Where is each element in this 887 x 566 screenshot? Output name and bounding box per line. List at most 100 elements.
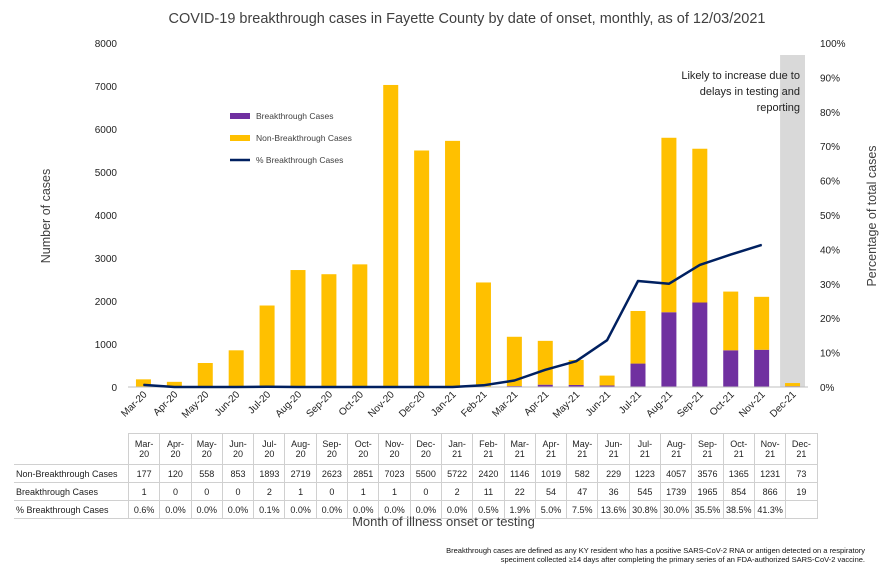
table-cell: 1223 (628, 464, 662, 483)
table-column-header: Sep- 20 (315, 433, 349, 465)
bar-non-breakthrough-Nov-20 (383, 84, 399, 387)
y2-tick-label: 80% (820, 108, 840, 119)
table-header-row: Mar- 20 Apr- 20 May- 20 Jun- 20 Jul- 20 Aug- 20 Sep-… (14, 433, 818, 465)
table-cell: 853 (221, 464, 255, 483)
x-tick-label: Oct-20 (337, 389, 366, 418)
table-row: Non-Breakthrough Cases 177 120 558 853 1893 27… (14, 464, 818, 483)
y-tick-label: 3000 (95, 254, 118, 265)
table-cell: 73 (785, 464, 818, 483)
legend: Breakthrough Cases Non-Breakthrough Case… (230, 111, 352, 165)
bar-non-breakthrough-Oct-21 (723, 291, 739, 351)
table-cell: 1 (347, 482, 380, 501)
table-cell: 0.0% (159, 500, 192, 519)
table-column-header: Jun- 20 (221, 433, 255, 465)
table-column-header: Mar- 21 (503, 433, 536, 465)
bar-breakthrough-Apr-21 (537, 384, 553, 387)
bar-non-breakthrough-Jan-21 (445, 140, 461, 387)
y2-tick-label: 70% (820, 142, 840, 153)
table-column-header: Oct- 20 (347, 433, 380, 465)
x-tick-label: Jan-21 (429, 389, 459, 419)
y2-tick-label: 0% (820, 383, 835, 394)
x-tick-label: Dec-21 (768, 389, 799, 420)
table-cell: 47 (566, 482, 599, 501)
x-tick-label: Sep-20 (304, 389, 335, 420)
percent-point-Aug-20 (297, 386, 299, 388)
y2-tick-label: 20% (820, 314, 840, 325)
y2-tick-label: 10% (820, 349, 840, 360)
y-tick-label: 2000 (95, 297, 118, 308)
table-column-header: Feb- 21 (472, 433, 505, 465)
x-tick-label: Mar-20 (119, 389, 149, 419)
percent-point-Sep-20 (328, 386, 330, 388)
table-column-header: Mar- 20 (127, 433, 161, 465)
percent-point-Jun-20 (235, 386, 237, 388)
bar-non-breakthrough-Sep-20 (321, 274, 337, 387)
table-cell: 0.0% (190, 500, 223, 519)
table-cell: 22 (503, 482, 536, 501)
table-cell: 0.6% (127, 500, 161, 519)
bar-breakthrough-Jul-21 (630, 363, 646, 387)
x-tick-label: Dec-20 (397, 389, 428, 420)
bar-non-breakthrough-May-20 (197, 363, 213, 387)
incomplete-period-shade (780, 55, 805, 387)
table-cell: 0 (190, 482, 223, 501)
x-tick-label: Nov-20 (366, 389, 397, 420)
annotation-line-2: delays in testing and (700, 86, 800, 98)
bar-breakthrough-Sep-21 (692, 302, 708, 387)
percent-point-Sep-21 (699, 264, 701, 266)
x-tick-label: Sep-21 (675, 389, 706, 420)
x-tick-label: Jul-21 (617, 389, 644, 416)
table-cell: 854 (722, 482, 755, 501)
legend-swatch-breakthrough (230, 113, 250, 119)
table-column-header: Dec- 20 (409, 433, 442, 465)
table-cell: 1019 (534, 464, 568, 483)
table-cell: 2420 (472, 464, 505, 483)
percent-point-Oct-20 (359, 386, 361, 388)
bar-non-breakthrough-Jun-20 (228, 350, 244, 387)
y2-tick-label: 100% (820, 39, 846, 50)
table-column-header: Nov- 20 (378, 433, 411, 465)
table-column-header: Jun- 21 (597, 433, 630, 465)
annotation-line-3: reporting (757, 102, 800, 114)
table-cell: 177 (127, 464, 161, 483)
table-corner (14, 434, 129, 465)
y-axis-title: Number of cases (39, 169, 53, 263)
table-cell: 1965 (691, 482, 724, 501)
percent-point-Jun-21 (606, 339, 608, 341)
table-cell: 36 (597, 482, 630, 501)
table-column-header: Aug- 21 (660, 433, 693, 465)
bar-non-breakthrough-Apr-21 (537, 340, 553, 385)
y2-tick-label: 60% (820, 177, 840, 188)
table-column-header: Aug- 20 (284, 433, 317, 465)
x-tick-label: Jun-21 (584, 389, 614, 419)
table-row: Breakthrough Cases 1 0 0 0 2 1 0 1 1 0 2 11 22 54 47 36 5… (14, 482, 818, 501)
table-column-header: Sep- 21 (691, 433, 724, 465)
y-tick-label: 8000 (95, 39, 118, 50)
table-column-header: Jul- 20 (253, 433, 286, 465)
table-cell: 0 (221, 482, 255, 501)
table-cell: 1 (284, 482, 317, 501)
bar-non-breakthrough-Oct-20 (352, 264, 368, 387)
percent-point-Jul-20 (266, 386, 268, 388)
y2-tick-label: 90% (820, 73, 840, 84)
x-tick-label: Oct-21 (708, 389, 737, 418)
table-row: % Breakthrough Cases 0.6% 0.0% 0.0% 0.0% 0.1%… (14, 500, 818, 519)
table-column-header: Dec- 21 (785, 433, 818, 465)
percent-point-Oct-21 (730, 254, 732, 256)
data-table: Mar- 20 Apr- 20 May- 20 Jun- 20 Jul- 20 Aug- 20 Sep-… (14, 433, 818, 519)
x-axis-title: Month of illness onset or testing (352, 514, 535, 529)
legend-swatch-non-breakthrough (230, 135, 250, 141)
y2-tick-label: 40% (820, 245, 840, 256)
legend-label-percent: % Breakthrough Cases (256, 155, 343, 165)
bar-non-breakthrough-Aug-20 (290, 270, 306, 387)
y2-tick-label: 50% (820, 211, 840, 222)
table-cell: 2719 (284, 464, 317, 483)
delay-annotation: Likely to increase due to delays in test… (681, 70, 800, 114)
table-column-header: Jan- 21 (440, 433, 474, 465)
x-tick-label: Mar-21 (490, 389, 520, 419)
y2-axis-title: Percentage of total cases (865, 145, 879, 286)
table-cell: 120 (159, 464, 192, 483)
bar-non-breakthrough-Aug-21 (661, 137, 677, 313)
x-tick-label: Aug-21 (644, 389, 675, 420)
table-cell: 1146 (503, 464, 536, 483)
